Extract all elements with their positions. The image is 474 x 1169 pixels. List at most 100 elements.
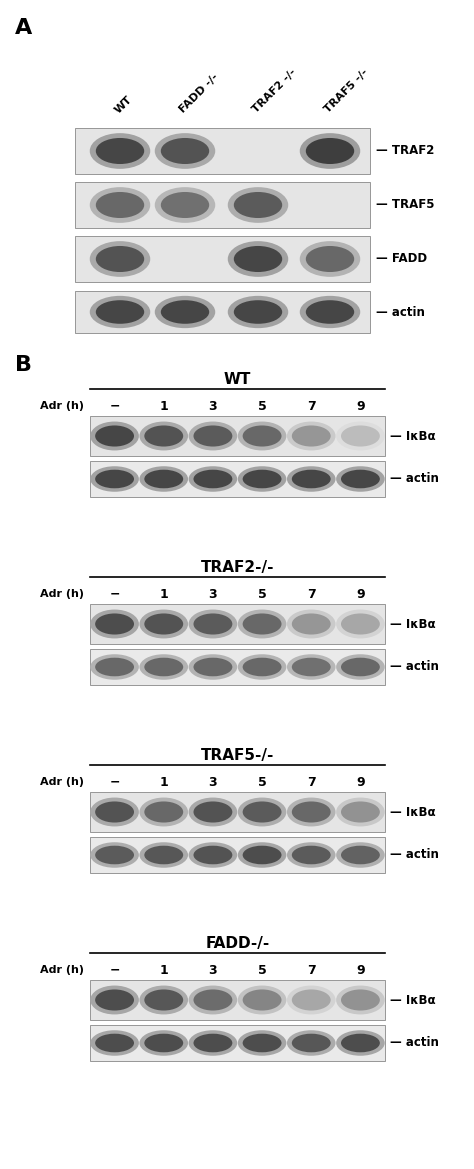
Ellipse shape (341, 658, 380, 677)
Bar (90, 416, 385, 456)
Ellipse shape (243, 470, 282, 489)
Ellipse shape (95, 1033, 134, 1052)
Ellipse shape (336, 1030, 385, 1056)
Ellipse shape (155, 296, 215, 328)
Ellipse shape (155, 187, 215, 223)
Ellipse shape (90, 296, 150, 328)
Ellipse shape (292, 1033, 331, 1052)
Text: 7: 7 (307, 963, 316, 976)
Text: FADD -/-: FADD -/- (178, 72, 221, 115)
Text: 7: 7 (307, 400, 316, 413)
Text: TRAF5 -/-: TRAF5 -/- (323, 68, 371, 115)
Ellipse shape (139, 842, 188, 867)
Text: 1: 1 (159, 400, 168, 413)
Ellipse shape (189, 985, 237, 1015)
Ellipse shape (341, 989, 380, 1010)
Ellipse shape (95, 845, 134, 864)
Ellipse shape (193, 614, 232, 635)
Ellipse shape (243, 658, 282, 677)
Ellipse shape (287, 466, 336, 492)
Ellipse shape (139, 655, 188, 679)
Ellipse shape (287, 842, 336, 867)
Ellipse shape (161, 300, 209, 324)
Ellipse shape (189, 842, 237, 867)
Ellipse shape (243, 426, 282, 447)
Ellipse shape (238, 609, 286, 638)
Ellipse shape (95, 470, 134, 489)
Text: Adr (h): Adr (h) (40, 589, 84, 599)
Ellipse shape (292, 658, 331, 677)
Ellipse shape (292, 845, 331, 864)
Ellipse shape (193, 989, 232, 1010)
Bar (75, 127, 370, 174)
Text: — actin: — actin (390, 660, 439, 673)
Text: — actin: — actin (390, 472, 439, 485)
Ellipse shape (238, 797, 286, 826)
Text: −: − (109, 775, 120, 789)
Ellipse shape (189, 422, 237, 450)
Ellipse shape (90, 655, 139, 679)
Ellipse shape (90, 609, 139, 638)
Ellipse shape (287, 655, 336, 679)
Ellipse shape (243, 802, 282, 823)
Bar (75, 236, 370, 282)
Text: 1: 1 (159, 775, 168, 789)
Text: Adr (h): Adr (h) (40, 401, 84, 411)
Text: — TRAF5: — TRAF5 (376, 199, 435, 212)
Text: Adr (h): Adr (h) (40, 777, 84, 787)
Ellipse shape (144, 989, 183, 1010)
Ellipse shape (292, 426, 331, 447)
Text: TRAF5-/-: TRAF5-/- (201, 748, 274, 763)
Ellipse shape (90, 422, 139, 450)
Bar (90, 837, 385, 873)
Ellipse shape (139, 466, 188, 492)
Bar (90, 980, 385, 1021)
Ellipse shape (238, 422, 286, 450)
Text: — IκBα: — IκBα (390, 617, 436, 630)
Ellipse shape (139, 422, 188, 450)
Ellipse shape (336, 842, 385, 867)
Ellipse shape (238, 466, 286, 492)
Ellipse shape (90, 985, 139, 1015)
Text: 5: 5 (258, 400, 266, 413)
Text: B: B (15, 355, 32, 375)
Ellipse shape (96, 245, 144, 272)
Text: FADD-/-: FADD-/- (205, 936, 270, 952)
Text: — actin: — actin (390, 849, 439, 862)
Ellipse shape (144, 426, 183, 447)
Ellipse shape (193, 470, 232, 489)
Ellipse shape (189, 466, 237, 492)
Text: — TRAF2: — TRAF2 (376, 145, 434, 158)
Ellipse shape (238, 842, 286, 867)
Text: 5: 5 (258, 775, 266, 789)
Ellipse shape (193, 426, 232, 447)
Text: 3: 3 (209, 588, 217, 601)
Ellipse shape (336, 655, 385, 679)
Ellipse shape (96, 192, 144, 219)
Ellipse shape (341, 426, 380, 447)
Ellipse shape (144, 1033, 183, 1052)
Ellipse shape (336, 609, 385, 638)
Ellipse shape (139, 985, 188, 1015)
Ellipse shape (139, 797, 188, 826)
Text: 3: 3 (209, 775, 217, 789)
Ellipse shape (189, 655, 237, 679)
Ellipse shape (90, 133, 150, 168)
Ellipse shape (243, 845, 282, 864)
Ellipse shape (292, 802, 331, 823)
Ellipse shape (243, 989, 282, 1010)
Text: — IκBα: — IκBα (390, 429, 436, 443)
Ellipse shape (144, 470, 183, 489)
Ellipse shape (336, 985, 385, 1015)
Ellipse shape (292, 989, 331, 1010)
Ellipse shape (238, 1030, 286, 1056)
Ellipse shape (155, 133, 215, 168)
Ellipse shape (96, 300, 144, 324)
Ellipse shape (189, 797, 237, 826)
Text: — IκBα: — IκBα (390, 805, 436, 818)
Text: TRAF2-/-: TRAF2-/- (201, 560, 274, 575)
Bar (75, 182, 370, 228)
Text: A: A (15, 18, 32, 39)
Ellipse shape (234, 300, 282, 324)
Bar (90, 461, 385, 497)
